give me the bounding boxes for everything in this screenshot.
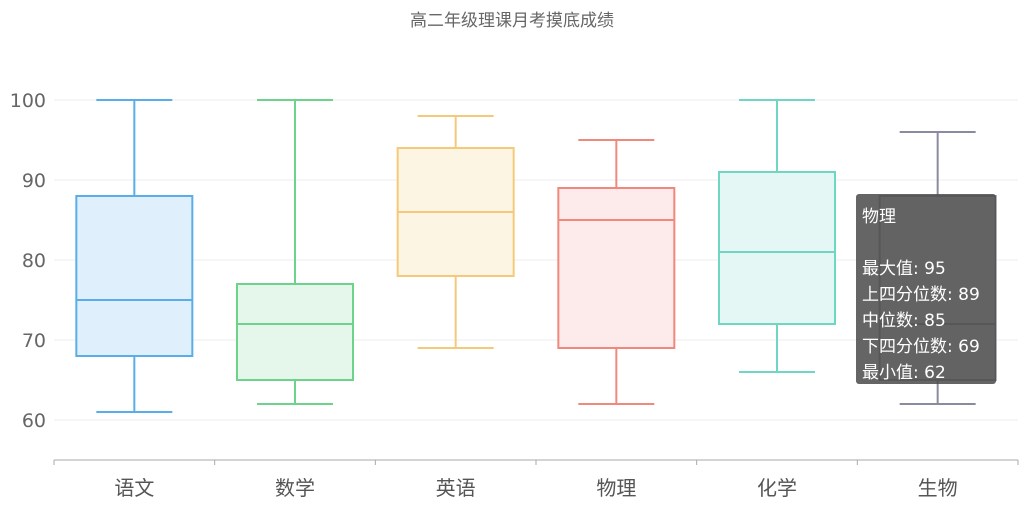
chart-title: 高二年级理课月考摸底成绩: [410, 11, 614, 31]
x-category-label: 物理: [596, 476, 636, 500]
y-tick-label: 60: [22, 410, 46, 432]
x-category-label: 化学: [757, 476, 797, 500]
y-tick-label: 90: [22, 170, 46, 192]
tooltip-median: 中位数: 85: [862, 311, 946, 331]
y-tick-label: 70: [22, 330, 46, 352]
y-tick-label: 80: [22, 250, 46, 272]
x-category-label: 英语: [436, 476, 476, 500]
tooltip-q1: 下四分位数: 69: [862, 337, 980, 357]
tooltip-title: 物理: [862, 207, 896, 227]
tooltip-max: 最大值: 95: [862, 259, 946, 279]
box-语文: [75, 195, 194, 357]
tooltip-min: 最小值: 62: [862, 363, 946, 383]
tooltip: 物理 最大值: 95 上四分位数: 89 中位数: 85 下四分位数: 69 最…: [856, 194, 996, 384]
box-物理: [557, 187, 676, 349]
x-category-label: 生物: [918, 476, 958, 500]
x-category-label: 语文: [114, 476, 154, 500]
x-category-label: 数学: [275, 476, 315, 500]
tooltip-q3: 上四分位数: 89: [862, 285, 980, 305]
box-数学: [236, 283, 354, 381]
y-tick-label: 100: [10, 90, 46, 112]
box-化学: [718, 171, 836, 325]
